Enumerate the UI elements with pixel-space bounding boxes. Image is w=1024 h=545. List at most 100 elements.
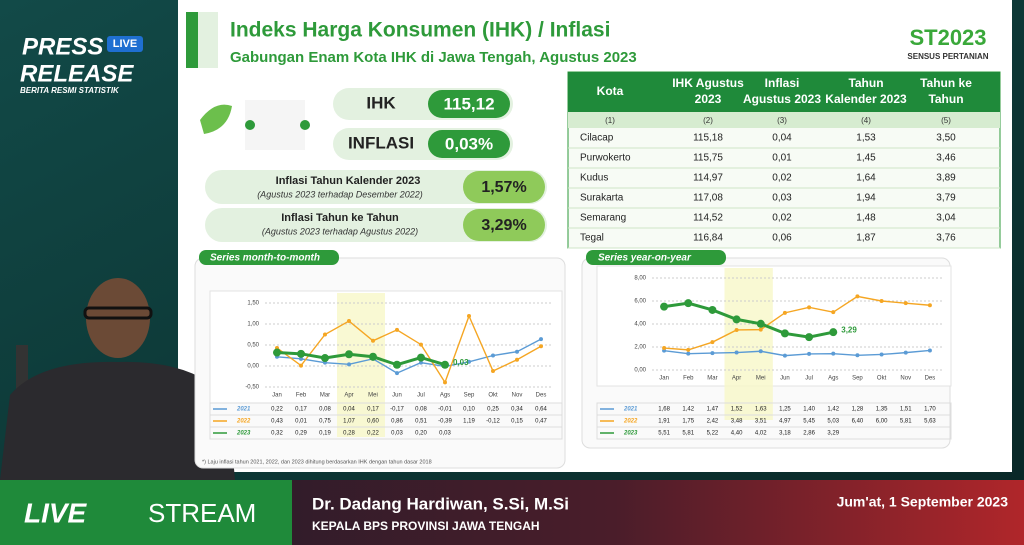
table-cell: Semarang <box>580 213 626 224</box>
table-cell: 1,87 <box>856 233 876 244</box>
data-point <box>879 299 884 303</box>
data-point <box>686 347 691 352</box>
data-point <box>345 350 353 359</box>
value-label: 3,51 <box>755 419 767 425</box>
chart-title: Series year-on-year <box>598 253 692 264</box>
y-tick-label: 4,00 <box>634 322 646 328</box>
series-line <box>664 295 930 351</box>
data-point <box>782 310 787 315</box>
legend-label: 2022 <box>236 419 251 425</box>
table-cell: 0,03 <box>772 193 792 204</box>
data-point <box>347 362 351 367</box>
value-label: 4,40 <box>731 431 743 437</box>
value-label: 1,91 <box>658 419 670 425</box>
x-tick-label: Mei <box>756 376 766 382</box>
stream-text: STREAM <box>148 498 256 528</box>
x-tick-label: Okt <box>877 376 887 382</box>
kalender-pill <box>463 171 545 203</box>
yoy-box <box>205 208 547 242</box>
table-cell: 114,52 <box>693 213 723 224</box>
data-point <box>515 357 519 362</box>
icon <box>200 100 310 150</box>
table-cell: 3,50 <box>936 133 956 144</box>
value-label: 0,22 <box>367 431 379 437</box>
value-label: 1,07 <box>343 419 355 425</box>
table-cell: 0,04 <box>772 133 792 144</box>
title-accent <box>186 12 198 68</box>
highlight-band <box>337 293 385 437</box>
value-label: 0,60 <box>367 419 379 425</box>
table-cell: Kudus <box>580 173 608 184</box>
live-badge-text: LIVE <box>113 38 137 50</box>
value-label: 1,42 <box>827 407 839 413</box>
table-cell: 3,46 <box>936 153 956 164</box>
yoy-value: 3,29% <box>481 217 526 234</box>
x-tick-label: Sep <box>464 393 475 399</box>
data-point <box>299 356 303 361</box>
data-point <box>758 349 763 354</box>
x-tick-label: Feb <box>683 376 694 382</box>
table-cell: 1,94 <box>856 193 876 204</box>
ihk-value: 115,12 <box>443 94 494 113</box>
release: RELEASE <box>20 60 134 87</box>
value-label: 5,81 <box>900 419 912 425</box>
x-tick-label: Sep <box>852 376 863 382</box>
yoy-note: (Agustus 2023 terhadap Agustus 2022) <box>262 226 418 236</box>
series-line <box>276 314 542 384</box>
value-label: 5,22 <box>707 431 719 437</box>
ihk-pill <box>428 90 510 118</box>
press: PRESS <box>22 33 103 60</box>
value-label: 3,29 <box>827 431 839 437</box>
table-number: (5) <box>941 116 951 125</box>
series-line <box>276 351 446 367</box>
legend-row <box>596 426 952 440</box>
chart-title: Series month-to-month <box>210 253 320 264</box>
inflasi-pill <box>428 130 510 158</box>
value-label: 0,32 <box>271 431 283 437</box>
logo: ST2023 <box>909 25 986 50</box>
inflasi-value: 0,03% <box>445 134 493 153</box>
data-point <box>441 360 449 369</box>
series-line <box>663 349 930 357</box>
table-cell: 3,89 <box>936 173 956 184</box>
data-point <box>417 353 425 362</box>
value-label: 6,00 <box>876 419 888 425</box>
x-tick-label: Jan <box>659 376 669 382</box>
table-cell: 0,02 <box>772 173 792 184</box>
x-tick-label: Jul <box>417 393 425 399</box>
live-stream-box <box>0 480 292 545</box>
value-label: 4,97 <box>779 419 791 425</box>
value-label: 0,51 <box>415 419 427 425</box>
value-label: 0,04 <box>343 407 355 413</box>
data-point <box>903 301 908 306</box>
table-header-text: Inflasi <box>765 76 800 90</box>
plot-area <box>209 290 563 404</box>
value-label: 1,51 <box>900 407 912 413</box>
legend-label: 2023 <box>623 431 638 437</box>
table-header-text: Kota <box>597 84 624 98</box>
table-number: (2) <box>703 116 713 125</box>
kalender-note: (Agustus 2023 terhadap Desember 2022) <box>257 189 423 199</box>
value-label: 5,51 <box>658 431 670 437</box>
legend-label: 2023 <box>236 431 251 437</box>
x-tick-label: Jun <box>392 393 402 399</box>
table-cell: 1,45 <box>856 153 876 164</box>
value-label: 1,42 <box>682 407 694 413</box>
table-number: (3) <box>777 116 787 125</box>
data-point <box>903 350 908 355</box>
speaker-role: KEPALA BPS PROVINSI JAWA TENGAH <box>312 519 540 533</box>
x-tick-label: Mar <box>707 376 717 382</box>
live-badge <box>107 36 143 52</box>
value-label: -0,39 <box>438 419 452 425</box>
value-label: 1,52 <box>731 407 743 413</box>
kalender-value: 1,57% <box>481 179 526 196</box>
value-label: 0,47 <box>535 419 547 425</box>
plot-area <box>596 265 952 387</box>
table-cell: 116,84 <box>693 233 723 244</box>
value-label: 0,86 <box>391 419 403 425</box>
ihk-label: IHK <box>366 93 396 112</box>
value-label: 0,29 <box>295 431 307 437</box>
x-tick-label: Feb <box>296 393 307 399</box>
y-tick-label: 6,00 <box>634 299 646 305</box>
data-point <box>855 353 860 358</box>
